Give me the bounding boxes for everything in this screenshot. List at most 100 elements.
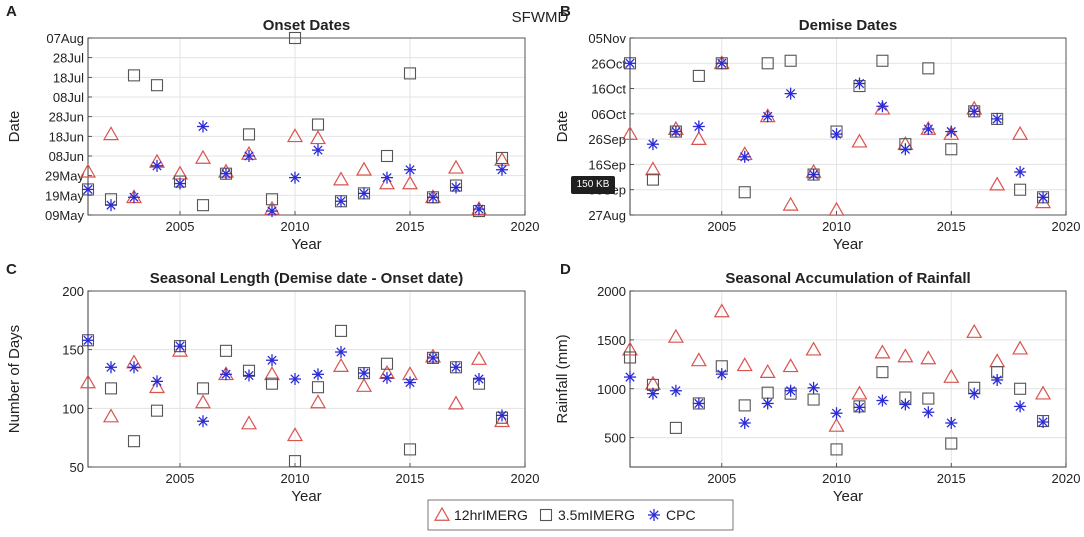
data-point bbox=[289, 171, 301, 184]
x-tick-label: 2020 bbox=[511, 471, 540, 486]
y-tick-label: 06Oct bbox=[591, 107, 626, 122]
data-point bbox=[1014, 400, 1027, 413]
data-point bbox=[644, 375, 661, 390]
y-axis-label: Rainfall (mm) bbox=[554, 334, 571, 423]
data-point bbox=[943, 368, 960, 383]
data-point bbox=[1012, 125, 1029, 140]
data-point bbox=[669, 384, 682, 397]
data-point bbox=[79, 163, 97, 178]
data-point bbox=[447, 395, 465, 410]
data-point bbox=[692, 69, 705, 82]
data-point bbox=[495, 151, 509, 165]
y-tick-label: 200 bbox=[62, 284, 84, 299]
data-point bbox=[196, 199, 210, 212]
data-point bbox=[784, 54, 797, 67]
plot-area bbox=[87, 37, 526, 216]
data-point bbox=[380, 149, 394, 163]
data-point bbox=[692, 120, 705, 133]
x-axis-label: Year bbox=[291, 488, 321, 505]
data-point bbox=[738, 150, 751, 163]
data-point bbox=[286, 427, 304, 442]
data-point bbox=[194, 394, 212, 409]
data-point bbox=[470, 350, 488, 365]
data-point bbox=[759, 363, 776, 379]
data-point bbox=[403, 443, 417, 456]
data-point bbox=[669, 421, 682, 434]
data-point bbox=[874, 100, 891, 115]
data-point bbox=[828, 201, 845, 216]
data-point bbox=[874, 344, 891, 359]
y-tick-label: 100 bbox=[62, 401, 84, 416]
data-point bbox=[646, 387, 659, 400]
y-tick-label: 29May bbox=[45, 169, 85, 184]
data-point bbox=[263, 366, 281, 381]
data-point bbox=[968, 387, 981, 400]
y-tick-label: 16Sep bbox=[588, 157, 626, 172]
data-point bbox=[899, 143, 912, 156]
data-point bbox=[713, 303, 730, 318]
data-point bbox=[332, 357, 350, 372]
data-point bbox=[265, 193, 279, 206]
data-point bbox=[621, 341, 639, 356]
data-point bbox=[922, 392, 935, 405]
y-tick-label: 08Jun bbox=[49, 149, 84, 164]
x-tick-label: 2010 bbox=[281, 219, 310, 234]
data-point bbox=[830, 443, 843, 456]
data-point bbox=[194, 149, 212, 164]
x-tick-label: 2020 bbox=[511, 219, 540, 234]
data-point bbox=[1037, 191, 1050, 204]
data-point bbox=[427, 191, 439, 204]
data-point bbox=[945, 437, 958, 450]
data-point bbox=[805, 341, 822, 356]
data-point bbox=[1014, 166, 1027, 179]
data-point bbox=[473, 373, 485, 385]
y-tick-label: 28Jun bbox=[49, 110, 84, 125]
data-point bbox=[761, 110, 774, 123]
y-tick-label: 2000 bbox=[597, 284, 626, 299]
y-tick-label: 09May bbox=[45, 208, 85, 223]
data-point bbox=[644, 161, 661, 176]
data-point bbox=[876, 54, 889, 67]
data-point bbox=[332, 171, 350, 186]
data-point bbox=[288, 455, 302, 468]
data-point bbox=[311, 381, 325, 394]
data-point bbox=[991, 373, 1004, 386]
data-point bbox=[220, 167, 232, 180]
x-tick-label: 2020 bbox=[1052, 219, 1081, 234]
data-point bbox=[876, 394, 889, 407]
y-tick-label: 150 bbox=[62, 343, 84, 358]
data-point bbox=[715, 368, 728, 381]
data-point bbox=[355, 377, 373, 392]
data-point bbox=[148, 379, 166, 394]
panel-label: B bbox=[560, 3, 571, 20]
y-axis-label: Number of Days bbox=[6, 325, 23, 433]
data-point bbox=[496, 409, 508, 422]
data-point bbox=[335, 195, 347, 208]
data-point bbox=[669, 125, 682, 138]
data-point bbox=[945, 417, 958, 429]
data-point bbox=[150, 79, 164, 92]
y-tick-label: 07Aug bbox=[46, 31, 84, 46]
data-point bbox=[288, 31, 302, 45]
data-point bbox=[240, 415, 258, 430]
data-point bbox=[623, 351, 637, 364]
legend-marker-square bbox=[539, 508, 553, 522]
chart-title: Onset Dates bbox=[263, 17, 351, 34]
data-point bbox=[289, 373, 301, 385]
data-point bbox=[989, 176, 1006, 191]
chart-title: Demise Dates bbox=[799, 17, 897, 34]
data-point bbox=[450, 361, 462, 374]
plot-area bbox=[629, 290, 1067, 468]
data-point bbox=[922, 62, 935, 75]
y-tick-label: 05Nov bbox=[588, 31, 626, 46]
legend-label: 12hrIMERG bbox=[454, 507, 528, 523]
data-point bbox=[266, 205, 278, 218]
data-point bbox=[312, 368, 324, 381]
data-point bbox=[334, 324, 348, 337]
data-point bbox=[736, 357, 753, 372]
data-point bbox=[102, 408, 120, 423]
chart-title: Seasonal Length (Demise date - Onset dat… bbox=[150, 270, 463, 287]
data-point bbox=[621, 125, 639, 140]
data-point bbox=[82, 334, 94, 347]
data-point bbox=[738, 186, 751, 199]
